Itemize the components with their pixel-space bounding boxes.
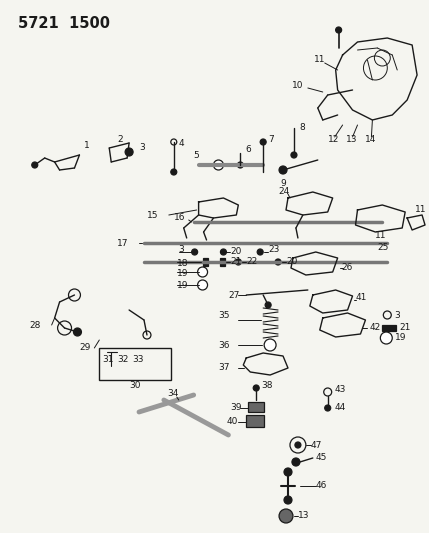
- Text: 25: 25: [378, 244, 389, 253]
- Text: 39: 39: [230, 403, 242, 413]
- Text: 21: 21: [399, 324, 411, 333]
- Text: 33: 33: [132, 356, 144, 365]
- Text: 14: 14: [365, 135, 376, 144]
- Text: 20: 20: [230, 247, 242, 256]
- Text: 11: 11: [314, 55, 325, 64]
- Text: 45: 45: [316, 454, 327, 463]
- Text: 4: 4: [179, 139, 184, 148]
- Text: 18: 18: [177, 259, 188, 268]
- Text: 26: 26: [341, 263, 353, 272]
- Circle shape: [171, 169, 177, 175]
- Text: 31: 31: [102, 356, 114, 365]
- Text: 12: 12: [328, 135, 339, 144]
- Circle shape: [335, 27, 341, 33]
- Text: 38: 38: [261, 381, 273, 390]
- Circle shape: [325, 405, 331, 411]
- Circle shape: [260, 139, 266, 145]
- Text: 34: 34: [167, 389, 178, 398]
- Text: 35: 35: [218, 311, 230, 319]
- Circle shape: [192, 249, 198, 255]
- Circle shape: [198, 267, 208, 277]
- Circle shape: [221, 249, 227, 255]
- Text: 28: 28: [30, 320, 41, 329]
- Text: 16: 16: [174, 214, 185, 222]
- Text: 19: 19: [177, 269, 188, 278]
- Text: 47: 47: [311, 440, 322, 449]
- Text: 21: 21: [230, 257, 242, 266]
- Circle shape: [284, 496, 292, 504]
- Text: 11: 11: [415, 206, 426, 214]
- Text: 6: 6: [245, 146, 251, 155]
- Circle shape: [237, 162, 243, 168]
- Text: 20: 20: [286, 257, 297, 266]
- Circle shape: [253, 385, 259, 391]
- Bar: [202, 258, 208, 266]
- Text: 15: 15: [147, 211, 158, 220]
- Text: 30: 30: [129, 381, 141, 390]
- Circle shape: [284, 468, 292, 476]
- Text: 41: 41: [356, 294, 367, 303]
- Circle shape: [292, 458, 300, 466]
- Text: 3: 3: [139, 143, 145, 152]
- Circle shape: [32, 162, 38, 168]
- Circle shape: [264, 339, 276, 351]
- Circle shape: [198, 280, 208, 290]
- Circle shape: [275, 259, 281, 265]
- Text: 44: 44: [335, 403, 346, 413]
- Bar: [246, 415, 264, 427]
- Text: 37: 37: [218, 364, 230, 373]
- Circle shape: [214, 160, 224, 170]
- Text: 23: 23: [268, 246, 280, 254]
- Circle shape: [265, 302, 271, 308]
- Text: 2: 2: [117, 135, 123, 144]
- Circle shape: [257, 249, 263, 255]
- Text: 5: 5: [193, 150, 199, 159]
- Text: 27: 27: [228, 290, 240, 300]
- Text: 13: 13: [298, 512, 309, 521]
- Text: 9: 9: [280, 179, 286, 188]
- Text: 46: 46: [316, 481, 327, 490]
- Text: 13: 13: [346, 135, 357, 144]
- Text: 8: 8: [299, 123, 305, 132]
- Text: 10: 10: [292, 80, 303, 90]
- Text: 22: 22: [246, 257, 257, 266]
- Text: 29: 29: [79, 343, 91, 352]
- Text: 5721  1500: 5721 1500: [18, 16, 110, 31]
- Text: 43: 43: [335, 385, 346, 394]
- Bar: [248, 402, 264, 412]
- Text: 1: 1: [85, 141, 90, 149]
- Text: 3: 3: [179, 246, 184, 254]
- Circle shape: [279, 166, 287, 174]
- Text: 3: 3: [394, 311, 400, 319]
- Circle shape: [381, 332, 392, 344]
- Circle shape: [279, 509, 293, 523]
- Circle shape: [295, 442, 301, 448]
- Text: 11: 11: [375, 230, 387, 239]
- Text: 19: 19: [395, 334, 407, 343]
- Text: 19: 19: [177, 280, 188, 289]
- Text: 24: 24: [278, 188, 289, 197]
- Bar: [221, 258, 225, 266]
- Circle shape: [291, 152, 297, 158]
- Text: 17: 17: [117, 238, 129, 247]
- Circle shape: [73, 328, 82, 336]
- Text: 7: 7: [268, 135, 274, 144]
- Text: 40: 40: [227, 417, 238, 426]
- Circle shape: [125, 148, 133, 156]
- Bar: [382, 325, 396, 331]
- Bar: [99, 348, 171, 380]
- Text: 42: 42: [369, 324, 381, 333]
- Text: 32: 32: [117, 356, 129, 365]
- Text: 36: 36: [218, 341, 230, 350]
- Circle shape: [236, 259, 242, 265]
